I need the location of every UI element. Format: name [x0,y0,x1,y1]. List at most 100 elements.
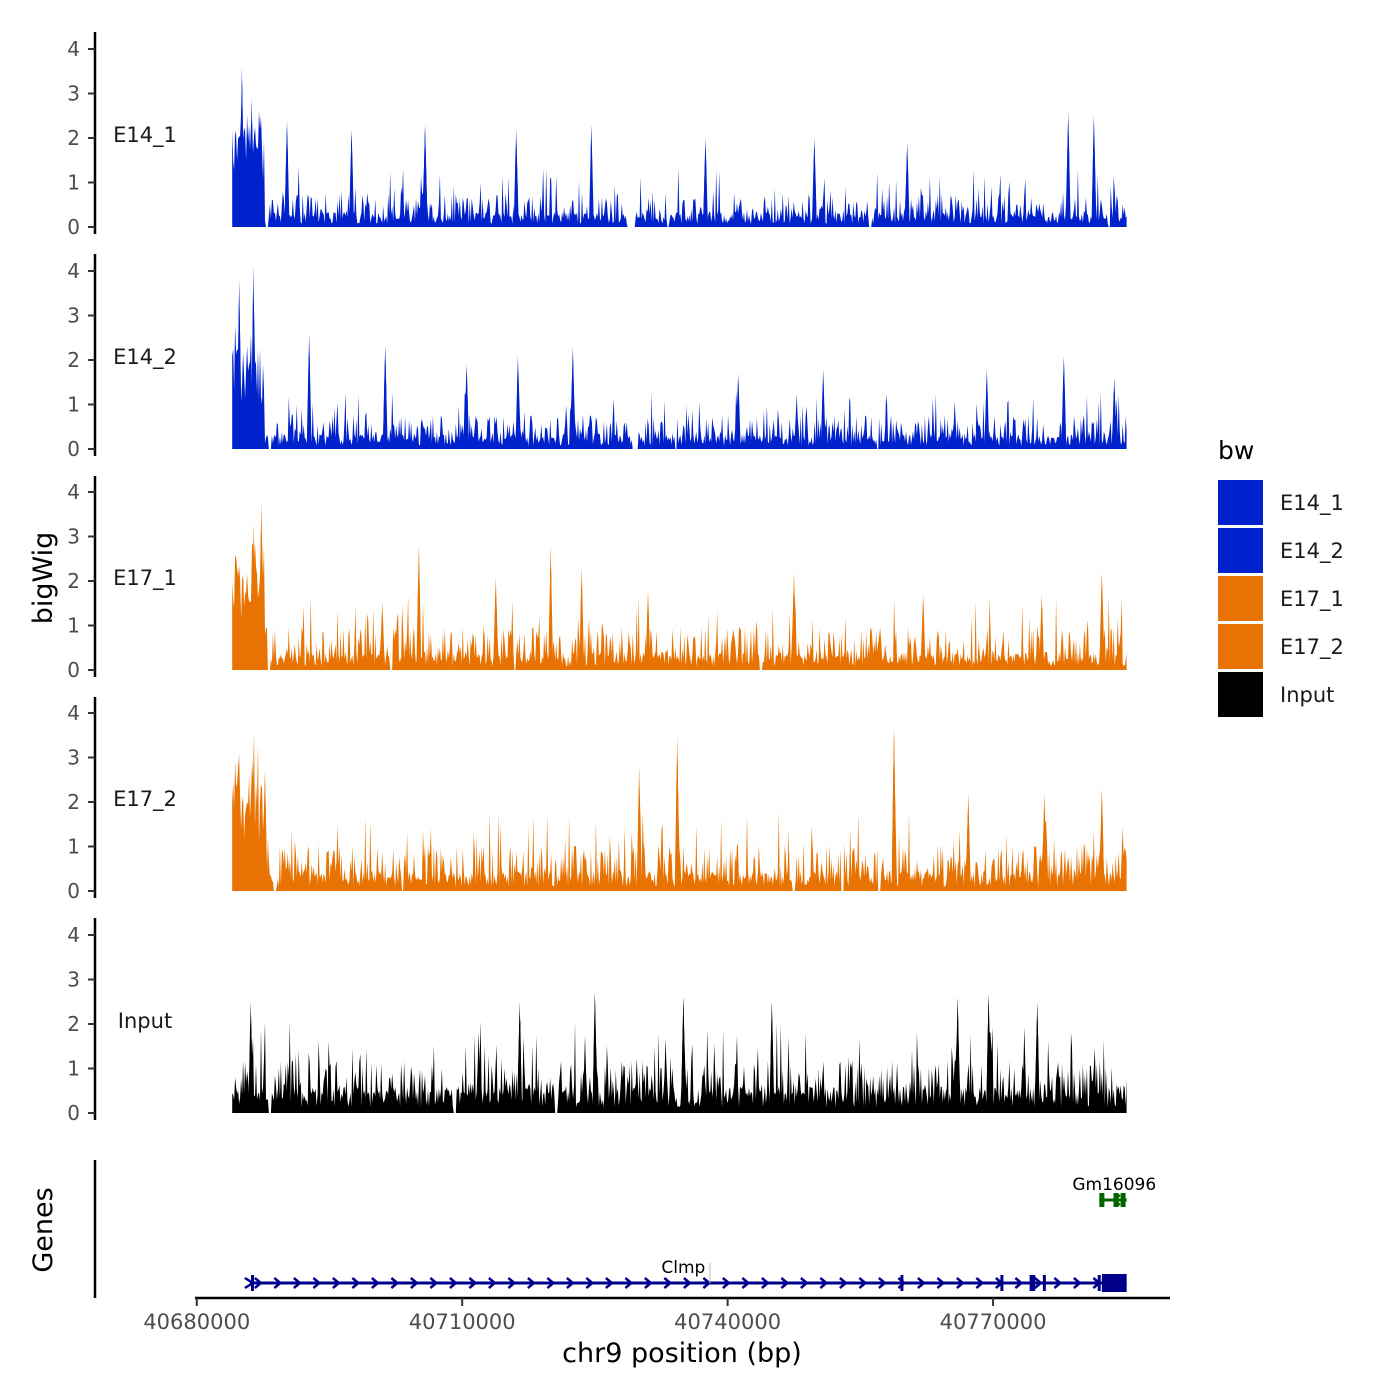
exon [1032,1275,1036,1291]
y-axis-title: bigWig [28,532,59,625]
signal-peak [674,735,680,891]
signal-peak [248,1001,254,1113]
y-tick-label: 1 [67,1057,80,1081]
y-tick-label: 4 [67,480,80,504]
signal-peak [703,138,709,227]
strand-arrow [644,1277,653,1289]
strand-arrow [449,1277,458,1289]
exon [900,1275,904,1291]
signal-peak [382,346,388,449]
signal-peak [984,368,990,449]
y-tick-label: 4 [67,259,80,283]
strand-arrow [566,1277,575,1289]
strand-arrow [332,1277,341,1289]
signal-area-E14_2 [232,287,1127,449]
signal-peak [349,129,355,227]
signal-peak [250,757,256,891]
y-tick-label: 0 [67,1101,80,1125]
signal-area-E14_1 [232,79,1127,227]
strand-arrow [429,1277,439,1289]
y-tick-label: 2 [67,569,80,593]
track-label: E14_1 [113,123,177,148]
y-tick-label: 3 [67,304,80,328]
signal-peak [920,594,926,670]
y-tick-label: 0 [67,658,80,682]
signal-peak [284,120,290,227]
signal-peak [735,373,741,449]
track-E14_2: 0 1 2 3 4 E14_2 [67,254,1127,461]
y-tick-label: 3 [67,968,80,992]
gene-Clmp: Clmp [244,1258,1127,1292]
tracks-layer: 0 1 2 3 4 E14_1 0 1 2 3 4 E14_2 0 1 2 3 4 E17_1 0 1 2 3 4 E17_2… [67,32,1127,1125]
exon [1097,1275,1101,1291]
signal-peak [1041,793,1047,891]
y-tick-label: 0 [67,437,80,461]
legend-swatch [1218,528,1263,573]
exon [1120,1193,1126,1207]
strand-arrow [273,1277,283,1289]
legend-label: E14_2 [1280,539,1344,564]
signal-peak [422,124,428,227]
strand-arrow [780,1277,790,1289]
gene-label: Gm16096 [1072,1175,1156,1195]
signal-peak [570,346,576,449]
strand-arrow [488,1277,497,1289]
track-label: E14_2 [113,345,177,370]
y-tick-label: 3 [67,82,80,106]
strand-arrow [663,1277,673,1289]
track-label: E17_1 [113,566,177,591]
strand-arrow [410,1277,419,1289]
signal-peak [891,726,897,891]
strand-arrow [1073,1277,1082,1289]
y-tick-label: 4 [67,701,80,725]
y-tick-label: 2 [67,126,80,150]
signal-peak [588,124,594,227]
signal-peak [965,793,971,891]
track-E14_1: 0 1 2 3 4 E14_1 [67,32,1127,239]
y-tick-label: 2 [67,790,80,814]
strand-arrow [585,1277,595,1289]
y-tick-label: 4 [67,37,80,61]
genes-axis-title: Genes [28,1187,59,1272]
y-tick-label: 4 [67,923,80,947]
strand-arrow [293,1277,302,1289]
legend-label: Input [1280,683,1334,707]
y-tick-label: 3 [67,525,80,549]
strand-arrow [605,1277,614,1289]
signal-peak [1091,115,1097,227]
strand-arrow [878,1277,887,1289]
signal-peak [955,997,961,1113]
strand-arrow [1034,1277,1043,1289]
strand-arrow [858,1277,868,1289]
signal-peak [493,576,499,670]
signal-peak [548,545,554,670]
signal-peak [239,66,245,227]
x-tick-label: 40710000 [409,1310,516,1334]
legend: bw E14_1 E14_2 E17_1 E17_2 Input [1218,436,1344,717]
strand-arrow [390,1277,400,1289]
strand-arrow [351,1277,361,1289]
signal-peak [986,992,992,1113]
legend-label: E17_1 [1280,587,1344,612]
y-tick-label: 1 [67,835,80,859]
track-Input: 0 1 2 3 4 Input [67,918,1127,1125]
y-tick-label: 0 [67,879,80,903]
gene-Gm16096: Gm16096 [1072,1175,1156,1207]
strand-arrow [702,1277,712,1289]
strand-arrow [800,1277,809,1289]
strand-arrow [917,1277,926,1289]
genes-panel: Genes Clmp Gm16096 [28,1160,1170,1300]
exon [1099,1193,1105,1207]
exon [1113,1193,1119,1207]
signal-peak [820,368,826,449]
signal-peak [636,766,642,891]
signal-peak [1099,788,1105,891]
strand-arrow [371,1277,380,1289]
strand-arrow [975,1277,985,1289]
legend-label: E17_2 [1280,635,1344,660]
signal-peak [904,142,910,227]
strand-arrow [1111,1194,1121,1206]
signal-peak [258,500,264,670]
y-tick-label: 2 [67,1012,80,1036]
